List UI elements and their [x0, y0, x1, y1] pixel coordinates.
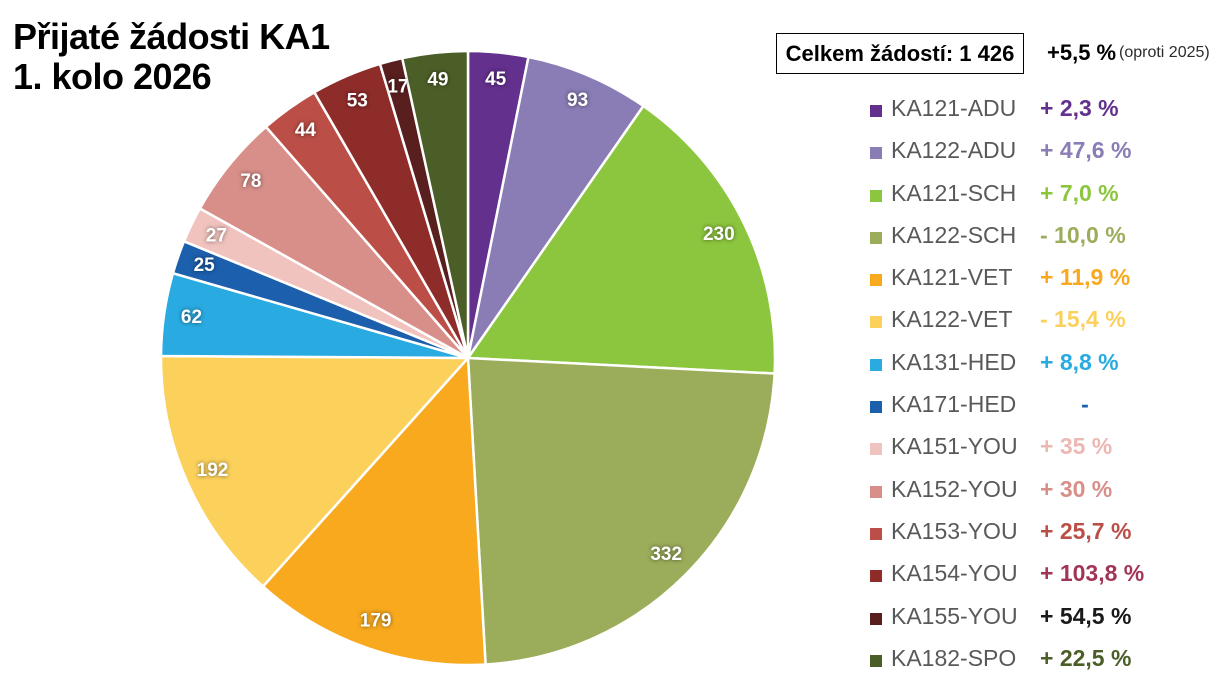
- svg-text:27: 27: [206, 226, 227, 247]
- svg-text:62: 62: [181, 307, 202, 328]
- svg-text:49: 49: [427, 69, 448, 90]
- svg-text:93: 93: [567, 90, 588, 111]
- svg-text:17: 17: [387, 77, 408, 98]
- svg-text:78: 78: [240, 171, 261, 192]
- svg-text:192: 192: [197, 460, 229, 481]
- svg-text:45: 45: [485, 69, 507, 90]
- svg-text:44: 44: [295, 120, 317, 141]
- svg-text:332: 332: [650, 544, 682, 565]
- svg-text:230: 230: [703, 224, 735, 245]
- svg-text:53: 53: [347, 91, 368, 112]
- svg-text:179: 179: [360, 611, 392, 632]
- svg-text:25: 25: [194, 255, 216, 276]
